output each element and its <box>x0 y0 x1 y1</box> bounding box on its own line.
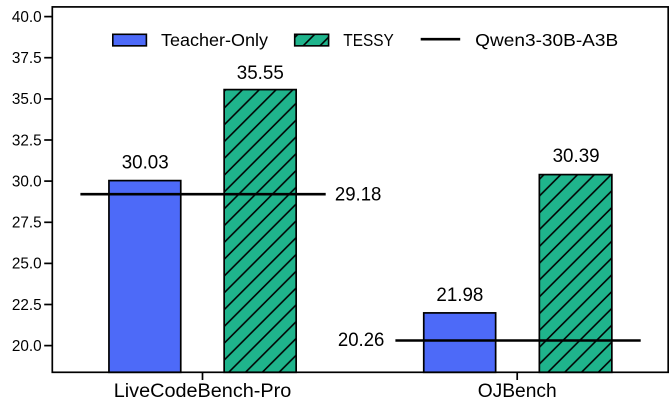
svg-text:TESSY: TESSY <box>343 30 394 50</box>
svg-text:OJBench: OJBench <box>478 380 557 402</box>
svg-text:20.0: 20.0 <box>12 338 42 355</box>
svg-text:LiveCodeBench-Pro: LiveCodeBench-Pro <box>114 380 292 402</box>
svg-text:21.98: 21.98 <box>436 284 483 306</box>
svg-text:Teacher-Only: Teacher-Only <box>161 30 268 50</box>
svg-text:37.5: 37.5 <box>12 50 42 67</box>
svg-text:30.0: 30.0 <box>12 173 42 190</box>
svg-text:35.0: 35.0 <box>12 91 42 108</box>
svg-text:30.03: 30.03 <box>122 152 169 174</box>
svg-text:30.39: 30.39 <box>553 145 600 167</box>
svg-text:27.5: 27.5 <box>12 215 42 232</box>
svg-text:20.26: 20.26 <box>338 329 385 351</box>
svg-text:35.55: 35.55 <box>237 62 284 84</box>
svg-text:22.5: 22.5 <box>12 297 42 314</box>
svg-text:32.5: 32.5 <box>12 132 42 149</box>
svg-text:25.0: 25.0 <box>12 256 42 273</box>
svg-text:40.0: 40.0 <box>12 9 42 26</box>
svg-text:Qwen3-30B-A3B: Qwen3-30B-A3B <box>475 30 618 50</box>
svg-text:29.18: 29.18 <box>335 184 382 206</box>
